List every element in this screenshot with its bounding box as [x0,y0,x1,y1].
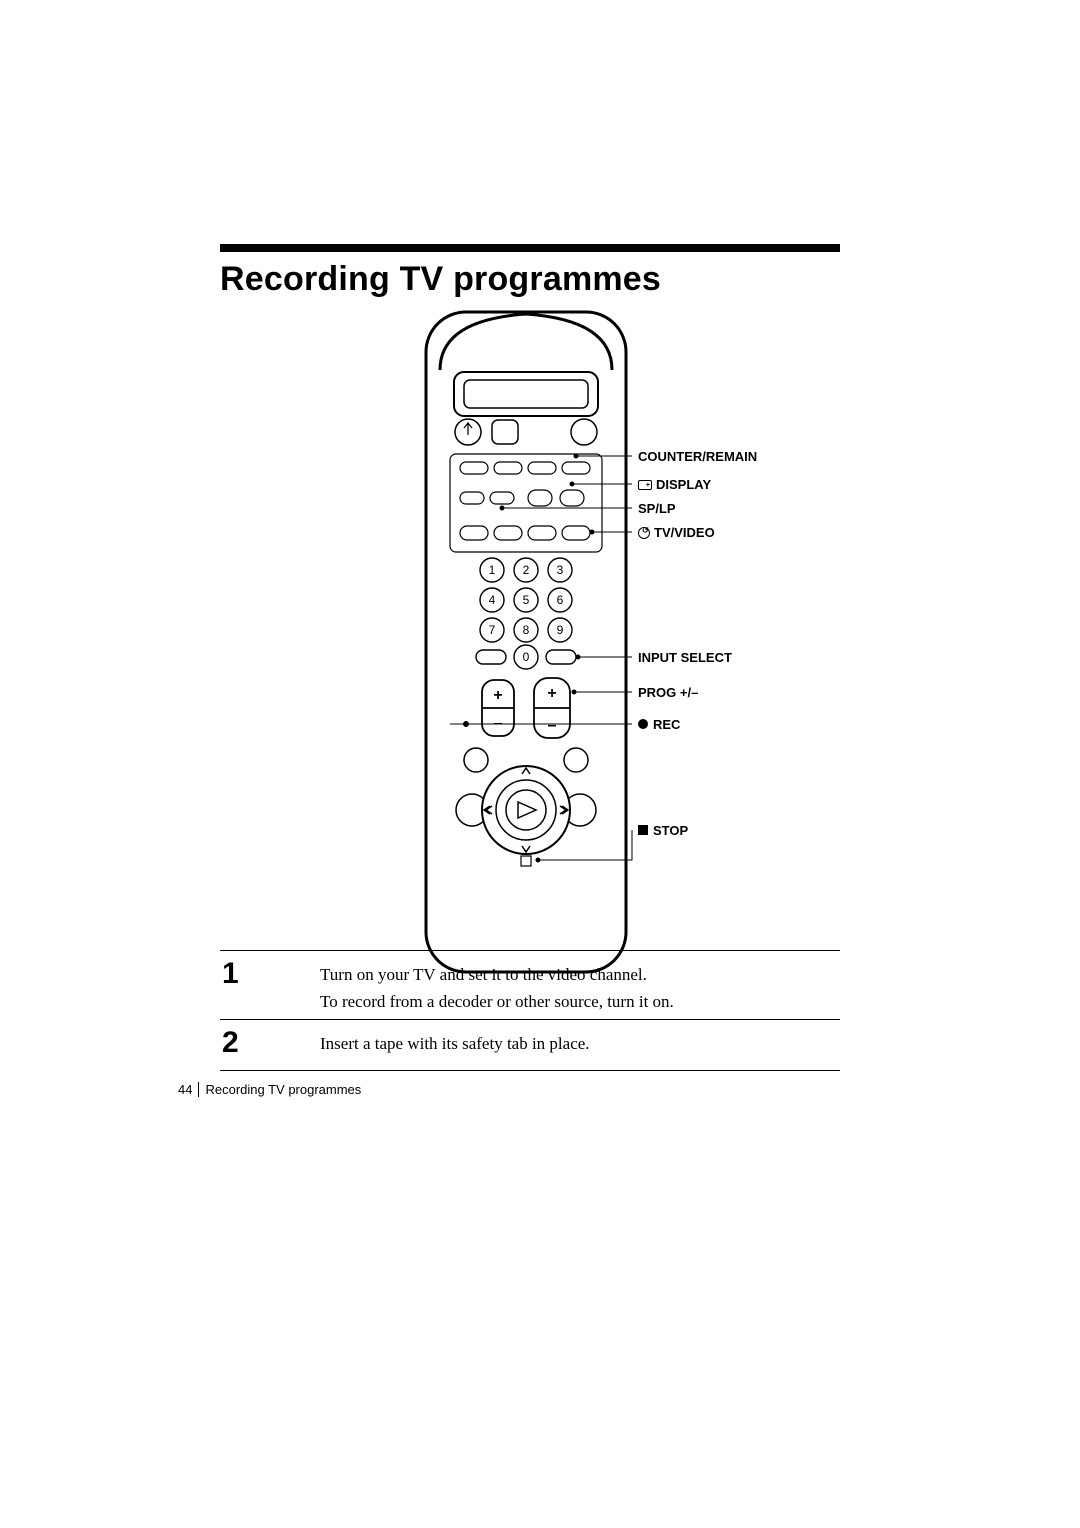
svg-text:+: + [547,685,556,702]
svg-text:+: + [493,687,502,704]
record-dot-icon [638,719,648,729]
svg-text:8: 8 [523,623,530,637]
svg-text:2: 2 [523,563,530,577]
section-rule [220,244,840,252]
label-rec-text: REC [653,717,680,732]
label-tv-video: ↺ TV/VIDEO [638,526,715,539]
steps-list: 1 Turn on your TV and set it to the vide… [220,950,840,1071]
step-number: 2 [220,1028,320,1058]
svg-text:4: 4 [489,593,496,607]
label-display-text: DISPLAY [656,477,711,492]
svg-text:6: 6 [557,593,564,607]
page-footer: 44 Recording TV programmes [178,1082,361,1097]
running-title: Recording TV programmes [205,1082,361,1097]
page-number: 44 [178,1082,199,1097]
tv-video-loop-icon: ↺ [638,527,650,539]
step-row: 2 Insert a tape with its safety tab in p… [220,1019,840,1071]
remote-figure: 1 2 3 4 5 6 7 8 9 0 [420,300,840,980]
step-number: 1 [220,959,320,1015]
step-body: Insert a tape with its safety tab in pla… [320,1028,840,1058]
step-line: Insert a tape with its safety tab in pla… [320,1030,840,1057]
svg-text:5: 5 [523,593,530,607]
label-prog: PROG +/– [638,686,698,699]
step-line: To record from a decoder or other source… [320,988,840,1015]
label-display: + DISPLAY [638,478,711,491]
svg-text:3: 3 [557,563,564,577]
manual-page: Recording TV programmes [0,0,1080,1528]
svg-text:1: 1 [489,563,496,577]
step-row: 1 Turn on your TV and set it to the vide… [220,950,840,1019]
label-rec: REC [638,718,680,731]
step-body: Turn on your TV and set it to the video … [320,959,840,1015]
display-osd-icon: + [638,480,652,490]
remote-svg: 1 2 3 4 5 6 7 8 9 0 [420,300,840,980]
step-line: Turn on your TV and set it to the video … [320,961,840,988]
svg-text:7: 7 [489,623,496,637]
label-counter-remain: COUNTER/REMAIN [638,450,757,463]
stop-square-icon [638,825,648,835]
label-stop-text: STOP [653,823,688,838]
label-stop: STOP [638,824,688,837]
svg-text:9: 9 [557,623,564,637]
label-sp-lp: SP/LP [638,502,676,515]
svg-text:0: 0 [523,650,530,664]
page-title: Recording TV programmes [220,260,661,299]
label-tv-video-text: TV/VIDEO [654,525,715,540]
label-input-select: INPUT SELECT [638,651,732,664]
svg-text:–: – [548,717,557,734]
